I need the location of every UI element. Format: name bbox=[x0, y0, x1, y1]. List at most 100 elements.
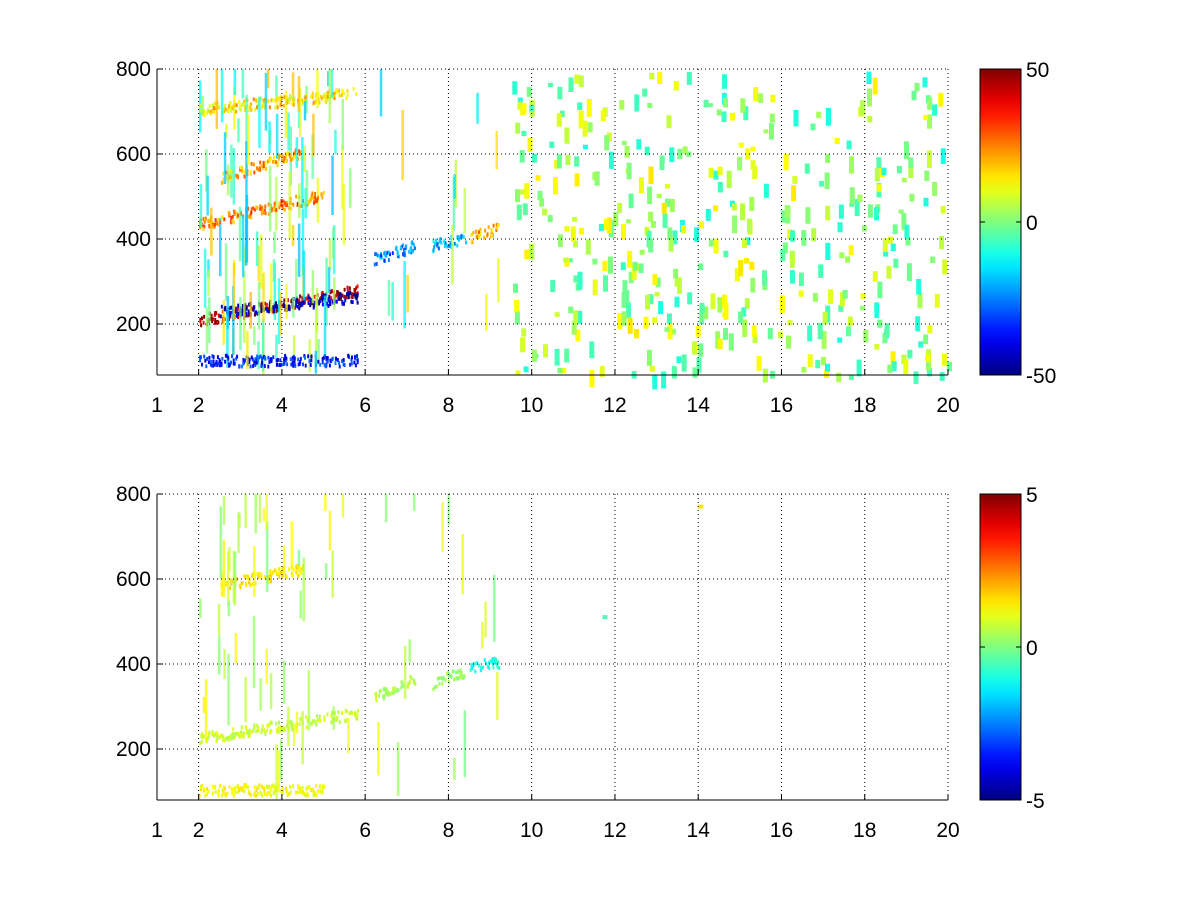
heatmap-cell bbox=[656, 193, 662, 199]
heatmap-cell bbox=[403, 645, 407, 700]
x-tick-label: 18 bbox=[853, 819, 876, 842]
heatmap-cell bbox=[199, 184, 203, 228]
heatmap-cell bbox=[520, 337, 526, 353]
heatmap-cell bbox=[243, 174, 246, 179]
heatmap-cell bbox=[222, 735, 225, 740]
heatmap-cell bbox=[556, 154, 562, 169]
colorbar-tick-label: 5 bbox=[1026, 484, 1038, 507]
heatmap-cell bbox=[354, 294, 357, 299]
heatmap-cell bbox=[248, 302, 251, 307]
heatmap-cell bbox=[286, 203, 289, 208]
heatmap-cell bbox=[288, 792, 290, 796]
heatmap-cell bbox=[922, 77, 928, 88]
heatmap-cell bbox=[496, 665, 499, 669]
heatmap-cell bbox=[946, 361, 952, 372]
heatmap-cell bbox=[265, 167, 268, 171]
heatmap-cell bbox=[617, 203, 623, 214]
heatmap-cell bbox=[515, 370, 521, 375]
heatmap-cell bbox=[292, 202, 295, 207]
x-tick-label: 6 bbox=[359, 819, 371, 842]
heatmap-cell bbox=[573, 310, 579, 325]
heatmap-cell bbox=[278, 201, 281, 206]
heatmap-cell bbox=[295, 194, 298, 199]
heatmap-cell bbox=[298, 149, 300, 154]
heatmap-cell bbox=[386, 692, 389, 696]
heatmap-cell bbox=[481, 665, 484, 670]
heatmap-cell bbox=[243, 574, 246, 579]
heatmap-cell bbox=[267, 159, 269, 164]
heatmap-cell bbox=[222, 792, 225, 796]
heatmap-cell bbox=[275, 208, 278, 212]
heatmap-cell bbox=[408, 679, 411, 684]
heatmap-cell bbox=[375, 262, 378, 266]
heatmap-cell bbox=[240, 581, 243, 585]
heatmap-cell bbox=[206, 357, 209, 361]
heatmap-cell bbox=[923, 334, 929, 345]
heatmap-cell bbox=[226, 309, 229, 368]
heatmap-cell bbox=[334, 711, 336, 715]
heatmap-cell bbox=[338, 720, 341, 724]
heatmap-cell bbox=[867, 116, 873, 123]
heatmap-cell bbox=[205, 307, 209, 354]
heatmap-cell bbox=[297, 784, 300, 789]
heatmap-cell bbox=[252, 307, 255, 312]
heatmap-cell bbox=[233, 361, 236, 366]
heatmap-cell bbox=[604, 135, 610, 151]
heatmap-cell bbox=[603, 218, 609, 230]
heatmap-cell bbox=[763, 129, 769, 134]
heatmap-cell bbox=[284, 90, 288, 139]
heatmap-cell bbox=[198, 794, 201, 798]
heatmap-cell bbox=[317, 97, 320, 102]
heatmap-cell bbox=[907, 349, 913, 359]
heatmap-cell bbox=[687, 292, 693, 305]
heatmap-cell bbox=[239, 168, 242, 172]
heatmap-cell bbox=[233, 735, 236, 740]
heatmap-cell bbox=[400, 685, 403, 690]
heatmap-cell bbox=[257, 341, 260, 370]
heatmap-cell bbox=[208, 297, 211, 343]
heatmap-cell bbox=[355, 92, 358, 96]
heatmap-cell bbox=[298, 298, 301, 303]
heatmap-cell bbox=[211, 319, 214, 324]
heatmap-cell bbox=[515, 122, 521, 134]
heatmap-cell bbox=[784, 205, 790, 218]
heatmap-cell bbox=[413, 678, 416, 683]
heatmap-cell bbox=[314, 720, 317, 725]
heatmap-cell bbox=[666, 115, 672, 129]
heatmap-cell bbox=[260, 362, 263, 367]
heatmap-cell bbox=[231, 787, 234, 792]
heatmap-cell bbox=[743, 106, 749, 121]
heatmap-cell bbox=[211, 732, 213, 737]
heatmap-cell bbox=[230, 144, 233, 198]
heatmap-cell bbox=[903, 358, 909, 374]
heatmap-cell bbox=[378, 254, 381, 259]
heatmap-cell bbox=[320, 192, 323, 197]
heatmap-cell bbox=[409, 248, 412, 253]
heatmap-cell bbox=[282, 103, 285, 108]
heatmap-cell bbox=[860, 100, 866, 116]
heatmap-cell bbox=[821, 356, 826, 366]
heatmap-cell bbox=[302, 250, 306, 301]
heatmap-cell bbox=[917, 293, 923, 309]
heatmap-cell bbox=[213, 785, 216, 790]
heatmap-cell bbox=[211, 791, 214, 796]
y-tick-label: 600 bbox=[116, 143, 151, 166]
heatmap-cell bbox=[316, 718, 319, 723]
heatmap-cell bbox=[241, 69, 245, 99]
heatmap-cell bbox=[274, 568, 277, 573]
heatmap-cell bbox=[524, 249, 530, 260]
heatmap-cell bbox=[262, 98, 265, 103]
heatmap-cell bbox=[270, 579, 273, 584]
heatmap-cell bbox=[272, 259, 276, 282]
heatmap-cell bbox=[216, 733, 219, 737]
heatmap-cell bbox=[233, 574, 237, 606]
heatmap-cell bbox=[648, 211, 654, 222]
heatmap-cell bbox=[341, 359, 344, 363]
heatmap-cell bbox=[272, 570, 274, 575]
heatmap-cell bbox=[238, 99, 240, 104]
heatmap-cell bbox=[883, 252, 889, 257]
heatmap-cell bbox=[226, 791, 229, 796]
heatmap-cell bbox=[283, 361, 286, 366]
heatmap-cell bbox=[244, 494, 247, 528]
heatmap-cell bbox=[222, 789, 225, 794]
